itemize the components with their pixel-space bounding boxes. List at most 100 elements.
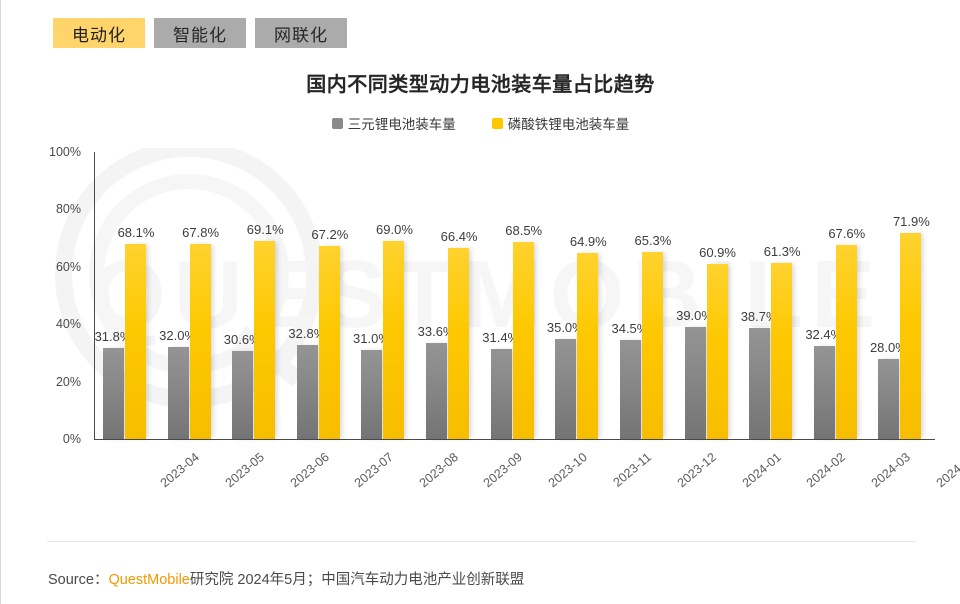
- bar-group: 31.4% 68.5%: [482, 152, 548, 439]
- legend-item-0[interactable]: 三元锂电池装车量: [331, 113, 456, 133]
- bar-yellow[interactable]: [254, 240, 276, 439]
- x-axis-tick-label: 2024-03: [868, 450, 913, 491]
- bar-group: 31.0% 69.0%: [353, 152, 418, 439]
- x-axis-tick-label: 2023-05: [222, 450, 267, 491]
- x-axis-tick-label: 2024-04: [933, 450, 960, 491]
- bar-value-label: 67.6%: [828, 226, 866, 241]
- x-axis-tick-label: 2024-02: [804, 450, 849, 491]
- source-rest: 研究院 2024年5月；中国汽车动力电池产业创新联盟: [189, 572, 525, 588]
- bar-value-label: 60.9%: [699, 245, 736, 261]
- y-axis-tick-label: 40%: [55, 317, 81, 332]
- bar-yellow[interactable]: [577, 252, 599, 439]
- bar-gray[interactable]: [813, 346, 835, 439]
- bar-series-container: 31.8% 68.1% 32.0% 67.8% 30.6% 69.1% 32.8% 67.2%…: [95, 152, 935, 439]
- bar-value-label: 68.1%: [117, 224, 155, 240]
- bar-gray[interactable]: [426, 342, 448, 439]
- bar-yellow[interactable]: [125, 243, 146, 439]
- bar-gray[interactable]: [232, 351, 254, 439]
- bar-value-label: 32.4%: [805, 327, 843, 343]
- bar-gray[interactable]: [555, 338, 577, 439]
- bar-yellow[interactable]: [383, 240, 405, 439]
- x-axis-tick-label: 2023-11: [610, 450, 654, 490]
- bar-gray[interactable]: [490, 348, 512, 439]
- x-axis-tick-label: 2023-08: [416, 450, 461, 491]
- bar-value-label: 31.8%: [94, 328, 132, 344]
- bar-value-label: 69.0%: [376, 221, 413, 237]
- bar-gray[interactable]: [878, 358, 900, 439]
- bar-value-label: 28.0%: [869, 339, 907, 355]
- bar-value-label: 32.8%: [288, 325, 326, 341]
- legend-swatch-icon: [491, 117, 503, 129]
- bar-group: 33.6% 66.4%: [418, 152, 483, 439]
- bar-value-label: 33.6%: [417, 323, 455, 339]
- bar-value-label: 38.7%: [740, 308, 778, 324]
- bar-yellow[interactable]: [641, 251, 663, 439]
- bar-group: 38.7% 61.3%: [741, 152, 806, 439]
- bar-yellow[interactable]: [771, 263, 793, 439]
- y-axis-tick-label: 20%: [55, 374, 81, 389]
- bar-value-label: 32.0%: [159, 328, 197, 344]
- bar-value-label: 67.2%: [311, 227, 349, 243]
- bar-value-label: 30.6%: [223, 332, 261, 348]
- y-axis-tick-label: 100%: [49, 145, 81, 159]
- bar-group: 30.6% 69.1%: [224, 152, 289, 439]
- x-axis-tick-label: 2023-12: [674, 450, 720, 491]
- bar-gray[interactable]: [296, 344, 318, 439]
- bar-gray[interactable]: [361, 350, 383, 439]
- footer-divider: [47, 541, 915, 542]
- bar-group: 31.8% 68.1%: [95, 152, 160, 439]
- tab-2[interactable]: 网联化: [255, 18, 347, 48]
- tab-label: 网联化: [274, 25, 328, 45]
- tab-1[interactable]: 智能化: [154, 18, 246, 48]
- y-axis-labels: 0% 20% 40% 60% 80% 100%: [45, 145, 89, 446]
- chart-legend: 三元锂电池装车量 磷酸铁锂电池装车量: [1, 113, 960, 133]
- bar-gray[interactable]: [684, 327, 706, 439]
- bar-yellow[interactable]: [189, 244, 211, 439]
- bar-yellow[interactable]: [706, 264, 728, 439]
- tab-label: 智能化: [173, 25, 227, 45]
- bar-group: 32.8% 67.2%: [288, 152, 354, 439]
- bar-value-label: 71.9%: [892, 213, 930, 229]
- bar-group: 28.0% 71.9%: [870, 152, 935, 439]
- x-axis-tick-label: 2023-07: [351, 450, 397, 491]
- source-prefix: Source：: [48, 572, 109, 588]
- bar-value-label: 31.0%: [353, 331, 390, 347]
- x-axis-labels: 2023-04 2023-05 2023-06 2023-07 2023-08 2023-…: [95, 444, 960, 514]
- bar-group: 32.4% 67.6%: [805, 152, 871, 439]
- bar-value-label: 39.0%: [676, 308, 713, 324]
- legend-swatch-icon: [331, 117, 343, 129]
- y-axis-tick-label: 80%: [55, 202, 81, 217]
- bar-yellow[interactable]: [900, 232, 922, 439]
- bar-group: 39.0% 60.9%: [676, 152, 742, 439]
- y-axis-tick-label: 60%: [55, 259, 81, 274]
- bar-value-label: 35.0%: [546, 319, 584, 335]
- legend-label: 磷酸铁锂电池装车量: [507, 117, 630, 132]
- bar-yellow[interactable]: [318, 246, 340, 439]
- tab-label: 电动化: [72, 25, 126, 45]
- bar-yellow[interactable]: [512, 242, 534, 439]
- bar-gray[interactable]: [749, 327, 771, 439]
- bar-gray[interactable]: [103, 347, 124, 439]
- x-axis-tick-label: 2023-06: [287, 450, 332, 491]
- legend-item-1[interactable]: 磷酸铁锂电池装车量: [491, 113, 630, 133]
- chart-plot-area: QUESTMOBILE 0% 20% 40% 60% 80% 100% 31.8% 68.1…: [45, 145, 960, 490]
- bar-yellow[interactable]: [448, 248, 470, 439]
- bar-value-label: 66.4%: [440, 229, 478, 245]
- x-axis-tick-label: 2023-09: [481, 450, 526, 491]
- legend-label: 三元锂电池装车量: [347, 117, 456, 132]
- bar-value-label: 65.3%: [634, 232, 672, 248]
- x-axis-tick-label: 2023-10: [545, 450, 590, 491]
- bar-group: 34.5% 65.3%: [611, 152, 677, 439]
- bar-group: 32.0% 67.8%: [159, 152, 225, 439]
- y-axis-tick-label: 0%: [62, 432, 81, 446]
- bar-value-label: 34.5%: [611, 321, 649, 336]
- bar-value-label: 67.8%: [182, 225, 220, 241]
- tab-0[interactable]: 电动化: [53, 18, 145, 48]
- source-brand: QuestMobile: [108, 572, 190, 588]
- bar-gray[interactable]: [167, 347, 189, 439]
- bar-yellow[interactable]: [835, 245, 857, 439]
- bar-value-label: 69.1%: [246, 221, 284, 237]
- x-axis-tick-label: 2024-01: [739, 450, 784, 491]
- bar-gray[interactable]: [619, 340, 641, 439]
